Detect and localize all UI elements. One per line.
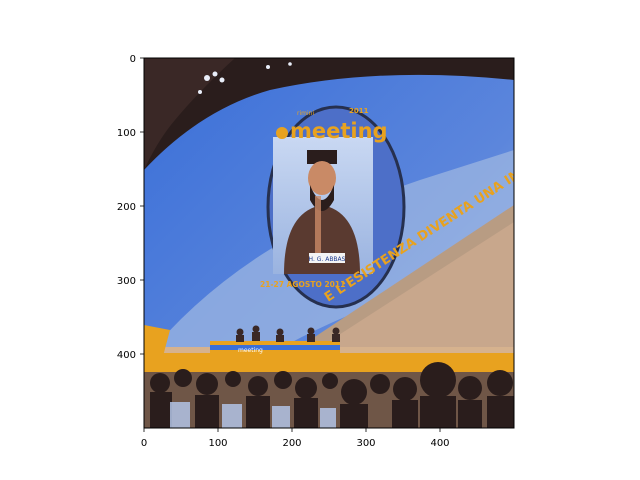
x-tick-label: 0 (141, 438, 147, 449)
logo-swirl-icon (276, 127, 288, 139)
panelists (236, 325, 340, 342)
photo: H. G. ABBAS rimini meeting 2011 21-27 AG… (144, 58, 514, 428)
ceiling-lights (198, 62, 292, 94)
x-tick-label: 100 (208, 438, 227, 449)
logo-small-text: rimini (297, 110, 314, 117)
y-tick-label: 400 (117, 350, 136, 361)
axes-frame (143, 57, 515, 429)
table-banner: meeting (238, 347, 263, 354)
event-dates: 21-27 AGOSTO 2011 (260, 280, 345, 289)
y-axis: 0 100 200 300 400 (117, 54, 144, 361)
logo-year: 2011 (349, 107, 369, 115)
x-tick-label: 400 (430, 438, 449, 449)
y-tick-label: 100 (117, 128, 136, 139)
y-tick-label: 0 (130, 54, 136, 65)
y-tick-label: 300 (117, 276, 136, 287)
x-tick-label: 200 (282, 438, 301, 449)
logo-word: meeting (290, 119, 388, 143)
audience-silhouettes (144, 362, 514, 428)
x-axis: 0 100 200 300 400 (141, 428, 450, 449)
y-tick-label: 200 (117, 202, 136, 213)
screen-caption: H. G. ABBAS (309, 256, 346, 263)
x-tick-label: 300 (356, 438, 375, 449)
